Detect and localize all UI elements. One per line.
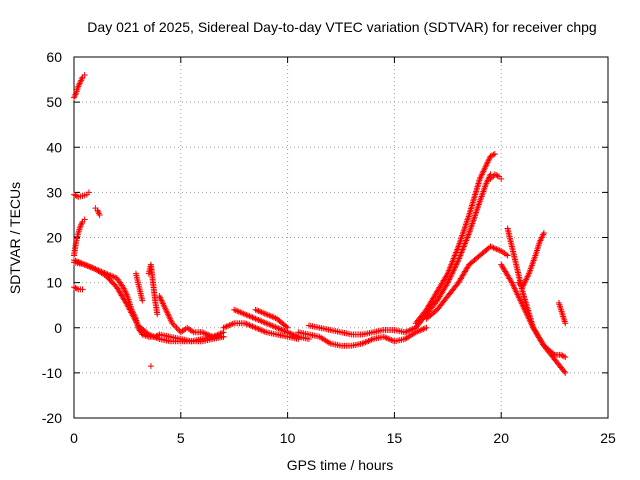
y-axis-ticks: -20 -10 0 10 20 30 40 50 60 [42,49,608,426]
series-s1 [71,72,88,101]
data-points [71,72,569,376]
y-tick-label: 30 [46,184,62,200]
y-tick-label: 10 [46,275,62,291]
data-point [79,286,86,293]
x-axis-ticks: 0 5 10 15 20 25 [70,57,616,446]
y-tick-label: -10 [42,365,62,381]
data-point [154,311,161,318]
data-point-fill [443,271,450,278]
data-point [498,175,505,182]
data-point-fill [560,353,567,360]
data-point-fill [559,352,566,359]
series-s2 [71,189,92,200]
data-point [139,297,146,304]
y-axis-label: SDTVAR / TECUs [7,182,23,294]
data-point [220,333,227,340]
x-tick-label: 5 [177,430,185,446]
data-point [491,151,498,158]
series-s10 [156,293,227,340]
data-point [85,189,92,196]
grid-lines [74,57,608,418]
x-tick-label: 10 [280,430,296,446]
data-point [173,324,180,331]
data-point [81,72,88,79]
data-point [81,216,88,223]
y-tick-label: 20 [46,230,62,246]
series-s4 [71,216,88,259]
data-point [562,369,569,376]
data-point-fill [73,285,80,292]
data-point-fill [72,284,79,291]
series-s23 [515,229,547,291]
series-s22 [498,261,569,376]
data-point [423,324,430,331]
y-tick-label: 60 [46,49,62,65]
series-s18 [412,151,498,327]
data-point [562,320,569,327]
y-tick-label: 40 [46,139,62,155]
data-point [96,211,103,218]
series-s5 [71,284,86,293]
y-tick-label: -20 [42,410,62,426]
data-point-fill [561,368,568,375]
x-tick-label: 20 [493,430,509,446]
data-point [284,324,291,331]
series-s15 [295,324,430,349]
data-point [504,252,511,259]
series-s13 [231,306,312,343]
series-s19 [423,243,511,322]
data-point-fill [95,210,102,217]
data-point-fill [490,151,497,158]
x-tick-label: 25 [600,430,616,446]
series-s9 [132,270,146,304]
series-s20 [487,171,505,182]
x-axis-label: GPS time / hours [287,457,394,473]
data-point-fill [72,192,79,199]
x-tick-label: 0 [70,430,78,446]
data-point-fill [172,323,179,330]
data-point-fill [283,323,290,330]
data-point-fill [95,208,102,215]
data-point [562,354,569,361]
series-s16 [305,322,409,338]
series-s11 [147,363,154,370]
data-point-fill [494,172,501,179]
x-tick-label: 15 [387,430,403,446]
data-point [540,229,547,236]
data-point [147,363,154,370]
y-tick-label: 50 [46,94,62,110]
series-s3 [92,205,103,218]
series-s14 [252,306,291,331]
series-s8 [145,261,161,318]
y-tick-label: 0 [54,320,62,336]
chart-title: Day 021 of 2025, Sidereal Day-to-day VTE… [87,19,596,35]
series-s24 [555,299,569,327]
